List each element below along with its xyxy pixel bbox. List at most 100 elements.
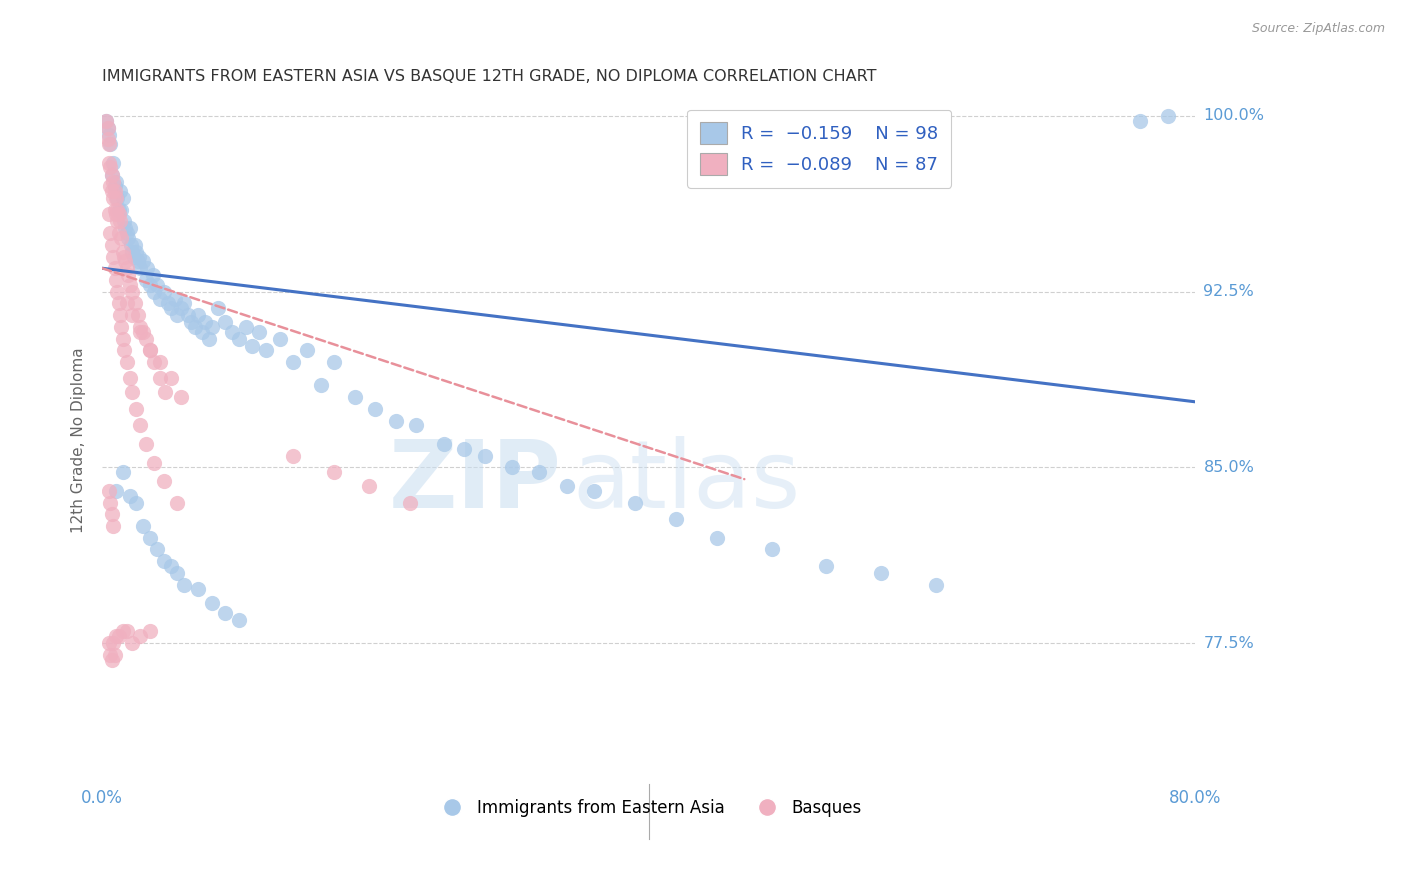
Point [529,465,551,479]
Point [122,250,145,264]
Point [115,624,138,639]
Point [118,221,141,235]
Point [433,437,456,451]
Point [309,378,332,392]
Point [184,319,207,334]
Point [405,418,427,433]
Point [149,292,172,306]
Point [110,231,132,245]
Point [112,250,135,264]
Point [108,214,131,228]
Point [166,308,188,322]
Point [159,301,181,315]
Point [283,449,305,463]
Point [98,128,121,142]
Point [143,456,166,470]
Point [170,390,193,404]
Point [357,479,380,493]
Point [124,296,146,310]
Point [101,519,124,533]
Point [135,437,157,451]
Point [665,512,688,526]
Point [111,191,134,205]
Point [114,221,136,235]
Point [194,315,217,329]
Point [120,237,142,252]
Point [108,308,131,322]
Point [221,325,243,339]
Point [815,558,838,573]
Point [96,113,118,128]
Point [235,319,257,334]
Point [180,315,202,329]
Point [177,308,200,322]
Point [152,554,174,568]
Point [108,184,131,198]
Point [98,207,121,221]
Point [173,296,195,310]
Point [104,483,127,498]
Point [103,261,125,276]
Point [187,308,209,322]
Point [100,495,122,509]
Point [870,566,893,580]
Point [152,475,174,489]
Text: 85.0%: 85.0% [1204,460,1254,475]
Point [132,325,155,339]
Point [247,325,270,339]
Point [97,132,120,146]
Point [104,273,127,287]
Point [115,296,138,310]
Point [170,301,193,315]
Point [200,596,222,610]
Point [283,355,305,369]
Point [129,418,152,433]
Point [112,343,135,358]
Point [115,355,138,369]
Point [323,465,346,479]
Point [156,296,179,310]
Point [474,449,496,463]
Point [98,483,121,498]
Point [103,179,125,194]
Point [105,285,128,299]
Point [555,479,578,493]
Text: Source: ZipAtlas.com: Source: ZipAtlas.com [1251,22,1385,36]
Point [228,613,250,627]
Point [114,254,136,268]
Point [100,226,122,240]
Point [1157,109,1180,123]
Point [115,226,138,240]
Point [139,531,162,545]
Point [100,179,122,194]
Point [118,277,141,292]
Point [100,184,122,198]
Point [104,629,127,643]
Text: 77.5%: 77.5% [1204,636,1254,650]
Point [107,629,129,643]
Point [125,244,148,259]
Point [142,268,165,283]
Point [100,237,122,252]
Point [706,531,728,545]
Point [129,319,152,334]
Point [103,202,125,217]
Point [101,156,124,170]
Point [207,301,229,315]
Point [104,191,127,205]
Point [132,519,155,533]
Point [101,175,124,189]
Point [110,202,132,217]
Point [127,254,149,268]
Point [118,489,141,503]
Text: 92.5%: 92.5% [1204,285,1254,299]
Point [115,261,138,276]
Point [97,120,120,135]
Point [98,136,121,151]
Point [343,390,366,404]
Point [127,308,149,322]
Point [110,319,132,334]
Point [582,483,605,498]
Point [166,566,188,580]
Point [129,325,152,339]
